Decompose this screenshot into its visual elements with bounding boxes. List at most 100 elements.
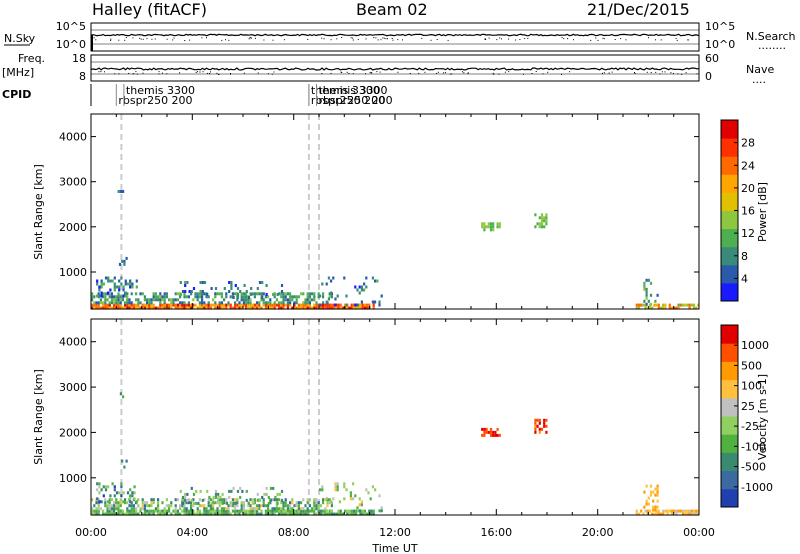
echo-cell bbox=[108, 512, 111, 516]
echo-cell bbox=[345, 294, 348, 298]
echo-cell bbox=[126, 306, 129, 310]
echo-cell bbox=[306, 301, 309, 305]
echo-cell bbox=[297, 306, 300, 310]
echo-cell bbox=[306, 512, 309, 516]
echo-cell bbox=[183, 509, 186, 513]
nsearch-dots: ........ bbox=[758, 39, 786, 52]
nsky-series-line-dot bbox=[620, 38, 622, 40]
echo-cell bbox=[132, 303, 135, 307]
echo-cell bbox=[261, 495, 264, 499]
echo-cell bbox=[118, 288, 121, 292]
freq-unit: [MHz] bbox=[2, 66, 34, 79]
echo-cell bbox=[545, 216, 548, 220]
echo-cell bbox=[196, 509, 199, 513]
echo-cell bbox=[119, 295, 122, 299]
echo-cell bbox=[203, 512, 206, 516]
echo-cell bbox=[648, 306, 652, 310]
echo-cell bbox=[253, 498, 256, 502]
echo-cell bbox=[159, 306, 162, 310]
echo-cell bbox=[240, 509, 243, 513]
echo-cell bbox=[654, 493, 657, 497]
echo-cell bbox=[179, 301, 182, 305]
echo-cell bbox=[293, 301, 296, 305]
echo-cell bbox=[110, 509, 113, 513]
echo-cell bbox=[365, 276, 368, 280]
echo-cell bbox=[122, 491, 125, 495]
echo-cell bbox=[286, 512, 289, 516]
echo-cell bbox=[137, 306, 140, 310]
echo-cell bbox=[308, 509, 311, 513]
echo-cell bbox=[198, 303, 201, 307]
echo-cell bbox=[146, 303, 149, 307]
echo-cell bbox=[483, 225, 486, 229]
colorbar-tick-label: -100 bbox=[741, 440, 766, 453]
echo-cell bbox=[267, 509, 270, 513]
nsky-series-line-dot bbox=[382, 37, 384, 39]
echo-cell bbox=[93, 295, 96, 299]
echo-cell bbox=[659, 512, 663, 516]
echo-cell bbox=[195, 501, 198, 505]
echo-cell bbox=[229, 303, 232, 307]
echo-cell bbox=[337, 512, 340, 516]
echo-cell bbox=[190, 292, 193, 296]
echo-cell bbox=[186, 498, 189, 502]
echo-cell bbox=[489, 433, 493, 437]
echo-cell bbox=[225, 509, 228, 513]
echo-cell bbox=[190, 290, 193, 293]
echo-cell bbox=[150, 509, 153, 513]
echo-cell bbox=[220, 507, 223, 511]
echo-cell bbox=[150, 498, 153, 502]
echo-cell bbox=[201, 498, 204, 502]
echo-cell bbox=[183, 301, 186, 305]
echo-cell bbox=[190, 501, 193, 505]
freq-series-line-dot bbox=[273, 71, 275, 73]
echo-cell bbox=[313, 504, 316, 508]
echo-cell bbox=[157, 298, 160, 302]
freq-series-line-dot bbox=[655, 71, 657, 73]
echo-cell bbox=[135, 509, 138, 513]
echo-cell bbox=[238, 306, 241, 310]
echo-cell bbox=[119, 392, 122, 396]
echo-cell bbox=[185, 306, 188, 310]
echo-cell bbox=[361, 512, 364, 516]
echo-cell bbox=[212, 509, 215, 513]
echo-cell bbox=[131, 491, 134, 495]
echo-cell bbox=[108, 507, 111, 511]
freq-series-line-dot bbox=[535, 71, 537, 72]
echo-cell bbox=[113, 509, 116, 513]
echo-cell bbox=[322, 303, 325, 307]
echo-cell bbox=[216, 509, 219, 513]
echo-cell bbox=[174, 306, 177, 310]
echo-cell bbox=[688, 306, 691, 310]
echo-cell bbox=[95, 306, 98, 310]
echo-cell bbox=[104, 298, 107, 302]
echo-cell bbox=[121, 298, 124, 302]
echo-cell bbox=[214, 292, 217, 296]
echo-cell bbox=[637, 512, 641, 516]
echo-cell bbox=[122, 500, 125, 504]
echo-cell bbox=[102, 494, 105, 498]
echo-cell bbox=[230, 281, 233, 284]
echo-cell bbox=[106, 504, 109, 508]
freq-series-line-dot bbox=[133, 73, 135, 75]
nsky-series-line-dot bbox=[350, 37, 352, 39]
echo-cell bbox=[209, 504, 212, 508]
echo-cell bbox=[293, 512, 296, 516]
echo-cell bbox=[176, 303, 179, 307]
echo-cell bbox=[227, 301, 230, 305]
echo-cell bbox=[278, 301, 281, 305]
echo-cell bbox=[130, 501, 133, 505]
echo-cell bbox=[205, 509, 208, 513]
echo-cell bbox=[269, 501, 272, 505]
echo-cell bbox=[241, 489, 244, 493]
echo-cell bbox=[295, 501, 298, 505]
echo-cell bbox=[355, 509, 358, 513]
echo-cell bbox=[168, 306, 171, 310]
echo-cell bbox=[104, 485, 108, 489]
echo-cell bbox=[137, 303, 140, 307]
echo-cell bbox=[239, 495, 242, 499]
echo-cell bbox=[313, 306, 316, 310]
echo-cell bbox=[695, 509, 698, 513]
echo-cell bbox=[201, 301, 204, 305]
cpid-annotation: themis 3300 bbox=[126, 84, 195, 97]
